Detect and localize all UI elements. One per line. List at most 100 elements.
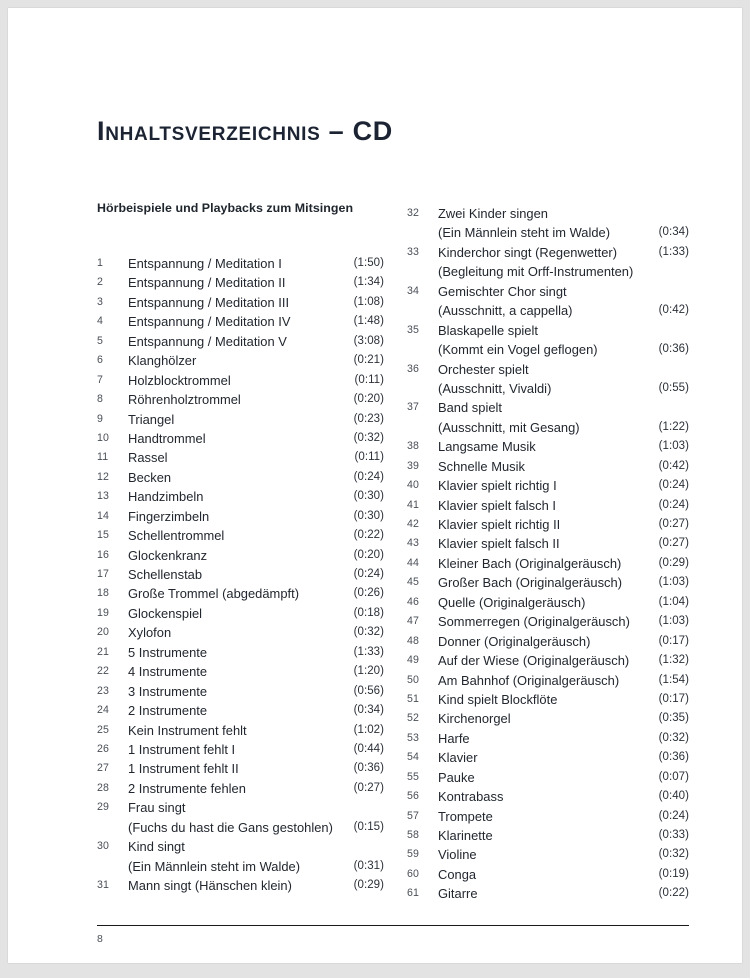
track-entry: 60 Conga (0:19) bbox=[407, 865, 689, 884]
track-title: Orchester spielt bbox=[438, 361, 529, 377]
track-title: Entspannung / Meditation V bbox=[128, 333, 287, 349]
track-title: Quelle (Originalgeräusch) bbox=[438, 594, 586, 610]
track-duration: (0:22) bbox=[658, 887, 689, 900]
track-entry: 17 Schellenstab (0:24) bbox=[97, 565, 384, 584]
track-duration: (0:31) bbox=[353, 859, 384, 872]
track-title: (Kommt ein Vogel geflogen) bbox=[438, 342, 598, 358]
track-entry: 51 Kind spielt Blockflöte (0:17) bbox=[407, 690, 689, 709]
track-title: Kind singt bbox=[128, 839, 185, 855]
track-duration: (0:24) bbox=[353, 470, 384, 483]
track-number: 47 bbox=[407, 615, 419, 628]
track-number: 31 bbox=[97, 879, 109, 891]
track-entry: (Kommt ein Vogel geflogen) (0:36) bbox=[407, 340, 689, 359]
track-duration: (0:32) bbox=[353, 431, 384, 444]
track-duration: (0:34) bbox=[658, 226, 689, 239]
track-number: 8 bbox=[97, 393, 103, 406]
track-title: Holzblocktrommel bbox=[128, 372, 231, 388]
track-title: Kleiner Bach (Originalgeräusch) bbox=[438, 555, 622, 571]
track-number: 58 bbox=[407, 829, 419, 841]
track-entry: 52 Kirchenorgel (0:35) bbox=[407, 709, 689, 728]
track-title: 5 Instrumente bbox=[128, 644, 208, 660]
track-title: Kein Instrument fehlt bbox=[128, 722, 247, 738]
track-number: 22 bbox=[97, 665, 109, 678]
track-entry: (Ein Männlein steht im Walde) (0:34) bbox=[407, 223, 689, 242]
page-title-separator: – bbox=[320, 116, 353, 146]
track-duration: (0:29) bbox=[658, 556, 689, 569]
track-number: 38 bbox=[407, 440, 419, 453]
track-title: Große Trommel (abgedämpft) bbox=[128, 586, 300, 602]
track-entry: 45 Großer Bach (Originalgeräusch) (1:03) bbox=[407, 573, 689, 592]
track-title: Blaskapelle spielt bbox=[438, 322, 538, 338]
track-number: 5 bbox=[97, 334, 103, 347]
track-duration: (0:17) bbox=[658, 634, 689, 647]
track-duration: (0:35) bbox=[658, 712, 689, 725]
track-title: Röhrenholztrommel bbox=[128, 392, 241, 408]
footer-divider bbox=[97, 925, 689, 927]
track-entry: 35 Blaskapelle spielt bbox=[407, 321, 689, 340]
track-entry: 26 1 Instrument fehlt I (0:44) bbox=[97, 740, 384, 759]
track-number: 60 bbox=[407, 867, 419, 880]
track-title: 1 Instrument fehlt II bbox=[128, 761, 239, 777]
track-number: 57 bbox=[407, 809, 419, 822]
track-number: 15 bbox=[97, 529, 109, 542]
track-entry: 48 Donner (Originalgeräusch) (0:17) bbox=[407, 632, 689, 651]
track-number: 34 bbox=[407, 284, 419, 297]
track-title: Schellentrommel bbox=[128, 528, 225, 544]
track-title: Klavier spielt falsch II bbox=[438, 536, 560, 552]
track-title: Klavier spielt falsch I bbox=[438, 497, 556, 513]
track-entry: 4 Entspannung / Meditation IV (1:48) bbox=[97, 312, 384, 331]
track-entry: 14 Fingerzimbeln (0:30) bbox=[97, 507, 384, 526]
track-title: Trompete bbox=[438, 808, 493, 824]
track-duration: (1:22) bbox=[658, 420, 689, 433]
track-title: Pauke bbox=[438, 769, 475, 785]
track-number: 20 bbox=[97, 626, 109, 639]
track-duration: (0:26) bbox=[353, 587, 384, 600]
track-entry: 20 Xylofon (0:32) bbox=[97, 623, 384, 642]
track-number: 35 bbox=[407, 323, 419, 336]
track-title: Handtrommel bbox=[128, 430, 206, 446]
track-duration: (1:32) bbox=[658, 654, 689, 667]
track-duration: (0:18) bbox=[353, 606, 384, 619]
track-title: Auf der Wiese (Originalgeräusch) bbox=[438, 653, 630, 669]
track-title: Entspannung / Meditation I bbox=[128, 256, 282, 271]
track-title: Entspannung / Meditation II bbox=[128, 275, 286, 291]
track-duration: (0:33) bbox=[658, 829, 689, 841]
track-entry: 49 Auf der Wiese (Originalgeräusch) (1:32) bbox=[407, 651, 689, 670]
track-duration: (0:29) bbox=[353, 879, 384, 891]
track-entry: 36 Orchester spielt bbox=[407, 360, 689, 379]
track-entry: 24 2 Instrumente (0:34) bbox=[97, 701, 384, 720]
track-entry: (Ausschnitt, Vivaldi) (0:55) bbox=[407, 379, 689, 398]
track-title: Triangel bbox=[128, 411, 175, 427]
track-duration: (0:24) bbox=[658, 479, 689, 492]
track-title: Kontrabass bbox=[438, 789, 504, 805]
track-duration: (0:20) bbox=[353, 393, 384, 406]
track-title: Kirchenorgel bbox=[438, 711, 511, 727]
track-entry: (Begleitung mit Orff-Instrumenten) bbox=[407, 262, 689, 281]
track-title: Glockenspiel bbox=[128, 605, 203, 621]
track-duration: (0:19) bbox=[658, 867, 689, 880]
track-duration: (1:33) bbox=[353, 645, 384, 658]
track-title: Handzimbeln bbox=[128, 489, 204, 505]
track-duration: (0:30) bbox=[353, 490, 384, 503]
track-duration: (0:20) bbox=[353, 548, 384, 561]
track-duration: (0:30) bbox=[353, 509, 384, 522]
track-entry: 29 Frau singt bbox=[97, 798, 384, 817]
track-title: Klanghölzer bbox=[128, 353, 197, 369]
track-title: (Begleitung mit Orff-Instrumenten) bbox=[438, 264, 634, 280]
track-duration: (1:03) bbox=[658, 440, 689, 453]
page-title-suffix: CD bbox=[352, 116, 394, 146]
track-entry: 58 Klarinette (0:33) bbox=[407, 826, 689, 845]
track-duration: (0:32) bbox=[658, 848, 689, 861]
track-number: 16 bbox=[97, 548, 109, 561]
track-entry: 44 Kleiner Bach (Originalgeräusch) (0:29) bbox=[407, 554, 689, 573]
track-number: 9 bbox=[97, 412, 103, 425]
track-title: (Ausschnitt, mit Gesang) bbox=[438, 419, 580, 435]
track-duration: (3:08) bbox=[353, 334, 384, 347]
track-duration: (0:36) bbox=[658, 751, 689, 764]
track-entry: 40 Klavier spielt richtig I (0:24) bbox=[407, 476, 689, 495]
track-number: 32 bbox=[407, 207, 419, 219]
track-title: Glockenkranz bbox=[128, 547, 208, 563]
track-number: 43 bbox=[407, 537, 419, 550]
track-number: 36 bbox=[407, 362, 419, 375]
track-title: Rassel bbox=[128, 450, 168, 466]
